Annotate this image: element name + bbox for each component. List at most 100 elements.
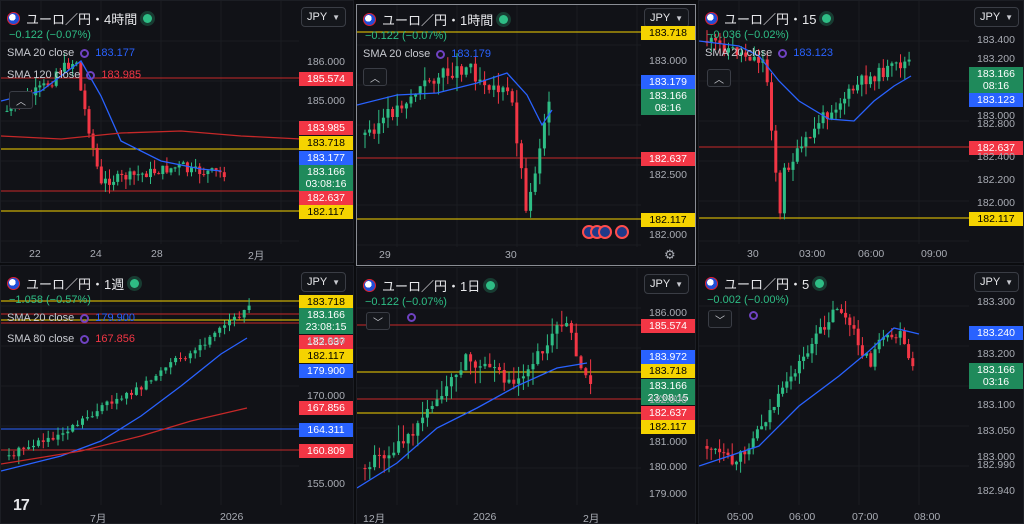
indicator-sma20[interactable]: SMA 20 close 179.900 xyxy=(7,312,135,324)
symbol-title[interactable]: ユーロ／円・1週 xyxy=(26,277,125,292)
symbol-title[interactable]: ユーロ／円・1日 xyxy=(382,279,481,294)
candle-body xyxy=(860,75,864,85)
candle-body xyxy=(50,85,54,87)
price-chart[interactable] xyxy=(357,268,696,524)
indicator-value: 183.123 xyxy=(793,47,834,59)
candle-body xyxy=(492,85,496,90)
symbol-title[interactable]: ユーロ／円・15 xyxy=(724,12,817,27)
price-chart[interactable] xyxy=(1,266,354,524)
currency-select[interactable]: JPY ▼ xyxy=(974,272,1019,292)
chart-panel-15m[interactable]: ユーロ／円・15 −0.036 (−0.02%) SMA 20 close 18… xyxy=(698,0,1024,263)
currency-select[interactable]: JPY ▼ xyxy=(301,7,346,27)
currency-select[interactable]: JPY ▼ xyxy=(974,7,1019,27)
indicator-sma20[interactable]: SMA 20 close 183.123 xyxy=(705,47,833,59)
price-chart[interactable] xyxy=(699,1,1024,263)
collapse-legend-button[interactable]: ︿ xyxy=(707,69,731,87)
currency-select[interactable]: JPY ▼ xyxy=(644,274,689,294)
symbol-title[interactable]: ユーロ／円・1時間 xyxy=(382,13,494,28)
visibility-icon[interactable] xyxy=(778,48,788,58)
candle-body xyxy=(79,62,83,91)
price-chart[interactable] xyxy=(357,5,696,266)
candle-body xyxy=(881,67,885,78)
tradingview-logo[interactable]: 17 xyxy=(13,497,30,514)
candle-body xyxy=(817,123,821,129)
candle-body xyxy=(459,370,463,375)
price-chart[interactable] xyxy=(699,266,1024,524)
candle-body xyxy=(760,426,764,430)
time-axis-label: 03:00 xyxy=(799,248,826,260)
collapse-legend-button[interactable]: ︿ xyxy=(9,91,33,109)
visibility-icon[interactable] xyxy=(80,313,90,323)
indicator-toggle[interactable] xyxy=(749,311,758,320)
price-axis-label: 182.990 xyxy=(977,459,1015,471)
candle-body xyxy=(120,173,124,175)
candle-body xyxy=(785,381,789,388)
price-tag: 185.574 xyxy=(299,72,353,86)
candle-body xyxy=(99,166,103,184)
chart-panel-1h[interactable]: ユーロ／円・1時間 −0.122 (−0.07%) SMA 20 close 1… xyxy=(356,4,696,266)
chart-panel-1d[interactable]: ユーロ／円・1日 −0.122 (−0.07%) ﹀ JPY ▼ 186.000 … xyxy=(356,267,696,524)
chart-panel-5m[interactable]: ユーロ／円・5 −0.002 (−0.00%) ﹀ JPY ▼ 183.300 1… xyxy=(698,265,1024,524)
price-axis-label: 182.500 xyxy=(649,169,687,181)
visibility-icon[interactable] xyxy=(80,48,90,58)
candle-body xyxy=(547,101,551,123)
currency-select[interactable]: JPY ▼ xyxy=(644,8,689,28)
currency-value: JPY xyxy=(307,276,328,288)
candle-body xyxy=(130,392,133,395)
candle-body xyxy=(772,406,776,411)
chevron-down-icon: ▼ xyxy=(1005,277,1013,287)
candle-body xyxy=(149,380,153,382)
candle-body xyxy=(441,68,445,78)
expand-legend-button[interactable]: ﹀ xyxy=(366,312,390,330)
chart-panel-1w[interactable]: ユーロ／円・1週 −1.058 (−0.57%) SMA 20 close 17… xyxy=(0,265,354,524)
indicator-label: SMA 20 close xyxy=(705,47,773,59)
expand-legend-button[interactable]: ﹀ xyxy=(708,310,732,328)
candle-body xyxy=(483,363,487,367)
indicator-sma20[interactable]: SMA 20 close 183.179 xyxy=(363,48,491,60)
visibility-icon[interactable] xyxy=(407,313,416,322)
candle-body xyxy=(890,334,894,338)
indicator-sma20[interactable]: SMA 20 close 183.177 xyxy=(7,47,135,59)
candle-body xyxy=(542,122,546,149)
price-axis-label: 175.000 xyxy=(307,335,345,347)
candle-body xyxy=(75,62,79,65)
reminder-icon[interactable] xyxy=(615,225,629,239)
indicator-value: 183.985 xyxy=(101,69,142,81)
price-change: −0.002 (−0.00%) xyxy=(707,294,789,306)
current-price: 183.166 xyxy=(649,90,687,102)
chart-panel-4h[interactable]: ユーロ／円・4時間 −0.122 (−0.07%) SMA 20 close 1… xyxy=(0,0,354,263)
price-tag: 183.718 xyxy=(299,136,353,150)
symbol-title[interactable]: ユーロ／円・4時間 xyxy=(26,12,138,27)
collapse-legend-button[interactable]: ︿ xyxy=(363,68,387,86)
candle-body xyxy=(825,112,829,120)
visibility-icon[interactable] xyxy=(436,49,446,59)
visibility-icon[interactable] xyxy=(80,334,90,344)
candle-body xyxy=(423,80,427,87)
candle-body xyxy=(377,123,381,134)
candle-body xyxy=(813,128,816,138)
candle-body xyxy=(781,387,785,394)
candle-body xyxy=(161,165,165,175)
candle-body xyxy=(873,349,877,367)
candle-body xyxy=(409,96,413,104)
indicator-toggle[interactable] xyxy=(407,313,416,322)
price-axis-label: 185.000 xyxy=(307,95,345,107)
gear-icon[interactable]: ⚙ xyxy=(664,247,676,262)
indicator-sma80[interactable]: SMA 80 close 167.856 xyxy=(7,333,135,345)
countdown: 23:08:15 xyxy=(647,392,689,404)
candle-body xyxy=(545,345,549,354)
visibility-icon[interactable] xyxy=(749,311,758,320)
candle-body xyxy=(116,173,120,182)
chevron-down-icon: ▼ xyxy=(332,12,340,22)
indicator-sma120[interactable]: SMA 120 close 183.985 xyxy=(7,69,141,81)
candle-body xyxy=(67,62,70,69)
currency-select[interactable]: JPY ▼ xyxy=(301,272,346,292)
countdown: 23:08:15 xyxy=(305,321,347,333)
market-open-icon xyxy=(499,15,509,24)
visibility-icon[interactable] xyxy=(86,70,96,80)
symbol-title[interactable]: ユーロ／円・5 xyxy=(724,277,810,292)
currency-value: JPY xyxy=(650,278,671,290)
reminder-icon[interactable] xyxy=(598,225,612,239)
candle-body xyxy=(218,327,222,333)
current-price-tag: 183.166 23:08:15 xyxy=(299,308,353,334)
